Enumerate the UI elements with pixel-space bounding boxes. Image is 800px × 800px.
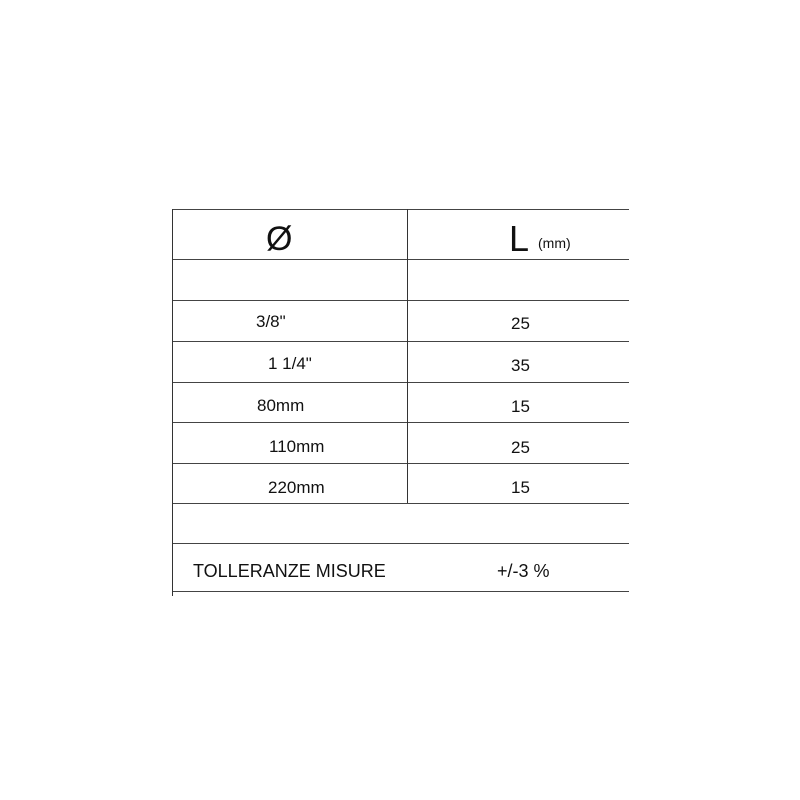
row-divider (172, 382, 629, 383)
tolerance-label: TOLLERANZE MISURE (193, 561, 386, 581)
length-header: L (509, 218, 530, 259)
tolerance-value: +/-3 % (497, 561, 550, 581)
diameter-header: Ø (266, 220, 293, 258)
left-border (172, 209, 173, 596)
diameter-cell: 3/8" (256, 312, 286, 331)
row-divider (172, 300, 629, 301)
row-divider (172, 543, 629, 544)
diameter-cell: 110mm (269, 437, 325, 456)
length-cell: 25 (511, 438, 530, 457)
row-divider (172, 422, 629, 423)
length-cell: 15 (511, 397, 530, 416)
diameter-cell: 220mm (268, 478, 325, 497)
row-divider (172, 591, 629, 592)
row-divider (172, 259, 629, 260)
row-divider (172, 341, 629, 342)
length-cell: 35 (511, 356, 530, 375)
length-cell: 25 (511, 314, 530, 333)
diameter-cell: 1 1/4" (268, 354, 312, 373)
row-divider (172, 209, 629, 210)
length-cell: 15 (511, 478, 530, 497)
diameter-cell: 80mm (257, 396, 305, 415)
column-divider (407, 209, 408, 503)
row-divider (172, 463, 629, 464)
row-divider (172, 503, 629, 504)
length-unit: (mm) (538, 235, 571, 251)
